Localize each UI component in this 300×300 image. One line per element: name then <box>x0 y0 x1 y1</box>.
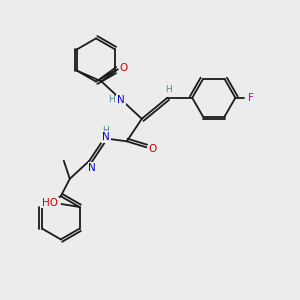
Text: O: O <box>120 63 128 73</box>
Text: H: H <box>165 85 172 94</box>
Text: N: N <box>102 132 110 142</box>
Text: HO: HO <box>42 197 58 208</box>
Text: F: F <box>248 93 254 103</box>
Text: O: O <box>149 144 157 154</box>
Text: N: N <box>88 163 96 173</box>
Text: N: N <box>117 95 125 105</box>
Text: H: H <box>102 126 109 135</box>
Text: H: H <box>108 95 115 104</box>
